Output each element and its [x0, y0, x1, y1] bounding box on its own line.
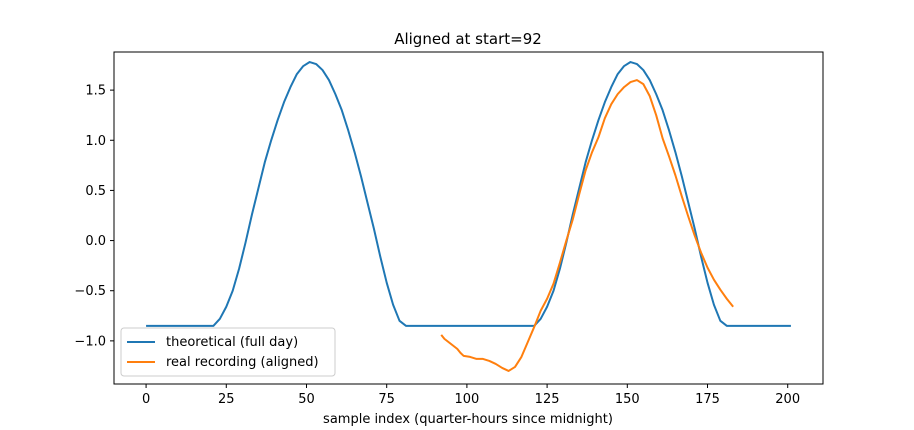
- x-axis-ticks: 0 25 50 75 100 125 150 175 200: [142, 384, 800, 407]
- series-line-1: [440, 79, 734, 372]
- x-tick-label: 175: [695, 392, 720, 407]
- axes-frame: [113, 51, 824, 385]
- x-tick-label: 0: [142, 392, 150, 407]
- chart-title: Aligned at start=92: [394, 30, 542, 48]
- legend-box: [120, 327, 336, 377]
- x-tick-label: 150: [615, 392, 640, 407]
- x-tick-label: 100: [454, 392, 479, 407]
- x-tick-label: 25: [218, 392, 235, 407]
- y-axis-ticks: −1.0 −0.5 0.0 0.5 1.0 1.5: [74, 84, 114, 349]
- y-tick-label: −1.0: [74, 334, 106, 349]
- y-tick-label: −0.5: [74, 284, 106, 299]
- legend-label-theoretical: theoretical (full day): [166, 335, 298, 350]
- x-tick-label: 75: [378, 392, 395, 407]
- y-tick-label: 0.5: [85, 184, 106, 199]
- x-tick-label: 50: [298, 392, 315, 407]
- y-tick-label: 0.0: [85, 234, 106, 249]
- y-tick-label: 1.0: [85, 134, 106, 149]
- y-tick-label: 1.5: [85, 84, 106, 99]
- x-tick-label: 125: [535, 392, 560, 407]
- x-axis-label: sample index (quarter-hours since midnig…: [323, 412, 613, 427]
- series-layer: [146, 61, 791, 372]
- legend-label-real: real recording (aligned): [166, 355, 319, 370]
- x-tick-label: 200: [775, 392, 800, 407]
- legend: theoretical (full day) real recording (a…: [120, 327, 336, 377]
